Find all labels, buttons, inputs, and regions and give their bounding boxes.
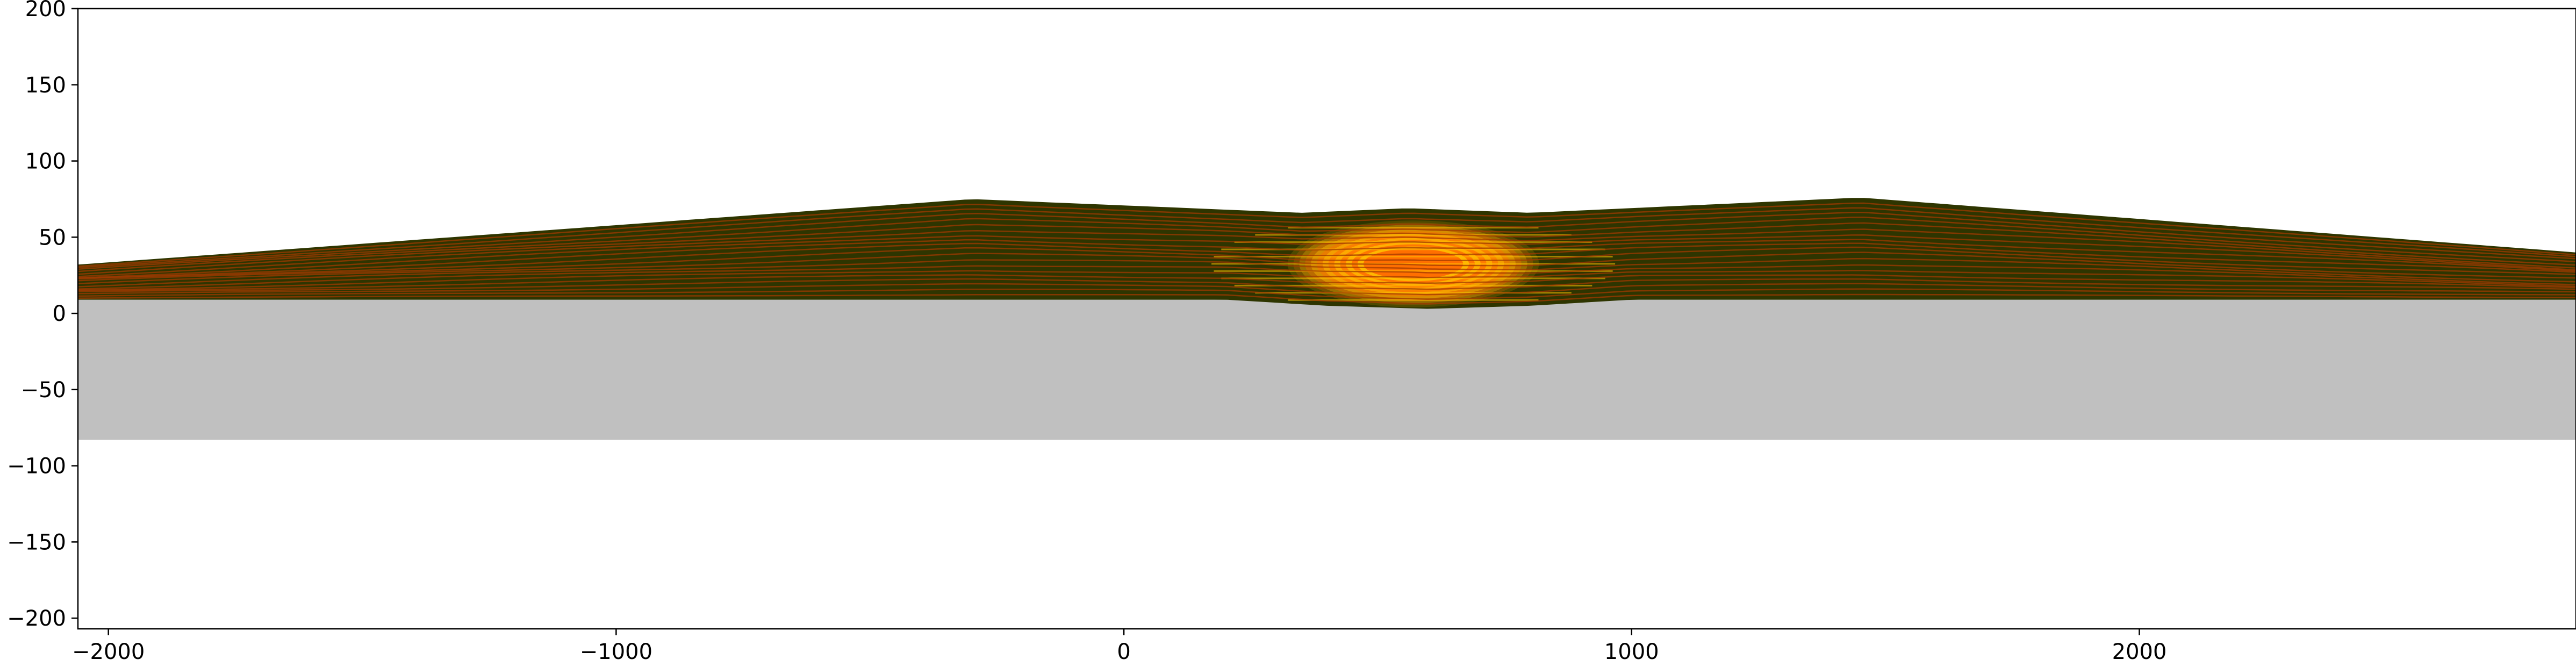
- y-tick-label: −150: [7, 530, 66, 555]
- y-tick-label: 200: [25, 0, 66, 21]
- y-tick-label: 0: [53, 302, 66, 326]
- basement-layer: [78, 299, 2576, 440]
- y-axis-ticks: 200 150 100 50 0 −50 −100 −150 −200: [7, 0, 78, 631]
- x-tick-label: 2000: [2112, 640, 2167, 664]
- y-tick-label: −100: [7, 454, 66, 479]
- y-tick-label: 150: [25, 73, 66, 98]
- x-tick-label: 0: [1117, 640, 1130, 664]
- y-tick-label: −200: [7, 606, 66, 631]
- layer-line: [78, 216, 2576, 272]
- layer-line: [78, 278, 2576, 292]
- layer-line: [78, 283, 2576, 296]
- layer-lines: [78, 202, 2576, 305]
- layer-line: [78, 207, 2576, 269]
- y-tick-label: 100: [25, 149, 66, 174]
- x-tick-label: −1000: [580, 640, 652, 664]
- plot-content: [78, 198, 2576, 440]
- axes-frame: [77, 8, 2576, 630]
- x-tick-label: −2000: [72, 640, 145, 664]
- layer-line: [78, 288, 2576, 300]
- x-axis-ticks: −2000 −1000 0 1000 2000: [72, 629, 2166, 664]
- layer-line: [78, 228, 2576, 277]
- layer-line: [78, 274, 2576, 291]
- y-tick-label: 50: [39, 225, 66, 250]
- axes: [77, 8, 2576, 630]
- layer-line: [78, 264, 2576, 290]
- layer-line: [78, 234, 2576, 279]
- layer-line: [78, 246, 2576, 282]
- layer-line: [78, 293, 2576, 305]
- y-tick-label: −50: [21, 378, 66, 403]
- layer-line: [78, 257, 2576, 288]
- layer-line: [78, 222, 2576, 275]
- layer-line: [78, 211, 2576, 270]
- layer-line: [78, 202, 2576, 267]
- layer-line: [78, 252, 2576, 284]
- layer-line: [78, 239, 2576, 279]
- x-tick-label: 1000: [1604, 640, 1659, 664]
- layer-line: [78, 270, 2576, 291]
- layer-line: [78, 242, 2576, 280]
